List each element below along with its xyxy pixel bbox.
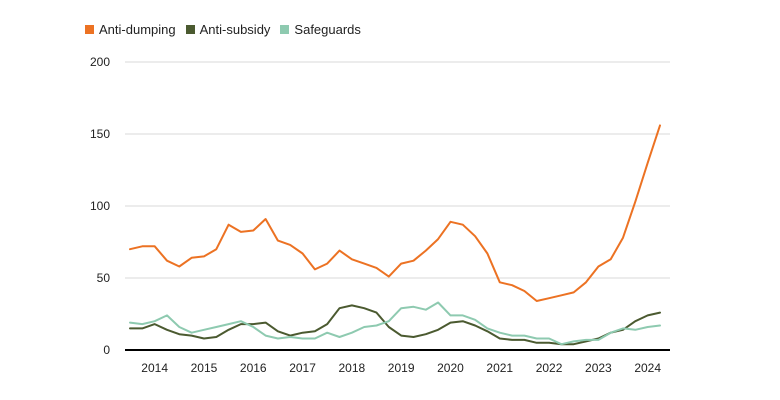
legend-label: Safeguards [294, 22, 361, 37]
series-line-anti-dumping [129, 124, 661, 302]
legend-item-anti-dumping[interactable]: Anti-dumping [85, 22, 176, 37]
legend-label: Anti-dumping [99, 22, 176, 37]
x-tick-label: 2021 [486, 361, 513, 375]
x-tick-label: 2022 [536, 361, 563, 375]
x-tick-label: 2016 [240, 361, 267, 375]
y-tick-label: 100 [90, 199, 110, 213]
x-tick-label: 2024 [634, 361, 661, 375]
series-line-anti-subsidy [129, 304, 661, 346]
y-tick-label: 0 [103, 343, 110, 357]
y-tick-label: 50 [97, 271, 111, 285]
x-tick-label: 2015 [191, 361, 218, 375]
y-tick-label: 150 [90, 127, 110, 141]
series-line-safeguards [129, 301, 661, 346]
legend-swatch [280, 25, 290, 34]
chart-legend: Anti-dumping Anti-subsidy Safeguards [85, 22, 361, 37]
legend-swatch [85, 25, 94, 34]
legend-swatch [185, 25, 195, 34]
y-tick-label: 200 [90, 55, 110, 69]
x-tick-label: 2018 [339, 361, 366, 375]
legend-item-safeguards[interactable]: Safeguards [280, 22, 361, 37]
x-tick-label: 2023 [585, 361, 612, 375]
x-tick-label: 2019 [388, 361, 415, 375]
legend-label: Anti-subsidy [199, 22, 271, 37]
x-tick-label: 2014 [141, 361, 168, 375]
legend-item-anti-subsidy[interactable]: Anti-subsidy [185, 22, 271, 37]
x-tick-label: 2020 [437, 361, 464, 375]
x-tick-label: 2017 [289, 361, 316, 375]
